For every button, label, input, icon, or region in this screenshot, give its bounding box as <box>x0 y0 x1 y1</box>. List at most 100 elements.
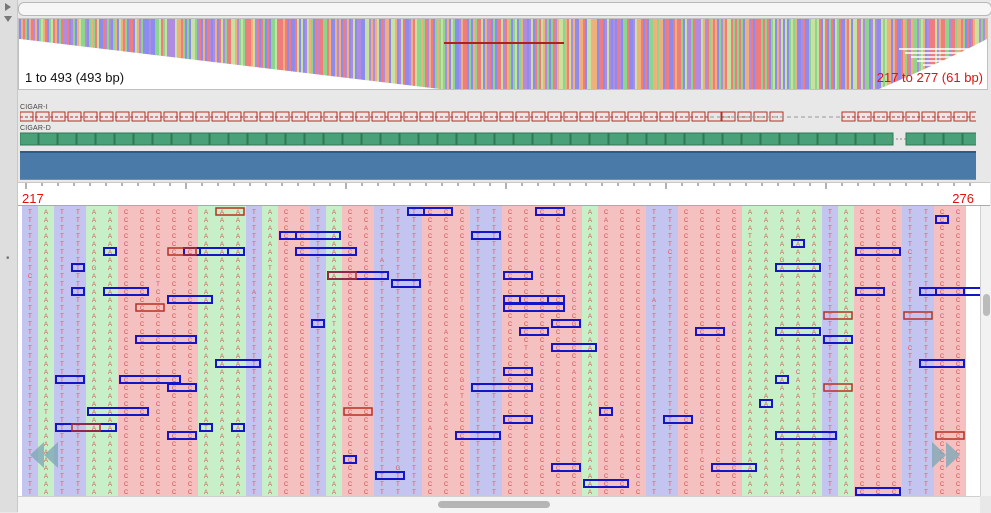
svg-text:T: T <box>476 426 480 432</box>
vertical-scrollbar[interactable] <box>980 206 991 496</box>
svg-text:A: A <box>748 314 752 320</box>
svg-text:C: C <box>188 474 193 480</box>
svg-text:C: C <box>172 402 177 408</box>
svg-text:C: C <box>604 466 609 472</box>
svg-text:T: T <box>316 442 320 448</box>
svg-text:C: C <box>284 298 289 304</box>
svg-text:T: T <box>908 290 912 296</box>
svg-text:T: T <box>476 378 480 384</box>
svg-text:C: C <box>140 386 145 392</box>
svg-text:C: C <box>444 386 449 392</box>
ruler-ticks <box>25 183 971 189</box>
svg-text:C: C <box>876 402 881 408</box>
svg-text:C: C <box>188 482 193 488</box>
svg-text:T: T <box>60 434 64 440</box>
svg-text:C: C <box>348 394 353 400</box>
svg-text:T: T <box>60 450 64 456</box>
svg-text:T: T <box>60 490 64 496</box>
horizontal-scroll-thumb[interactable] <box>438 501 550 508</box>
svg-text:A: A <box>268 418 272 424</box>
svg-text:C: C <box>508 258 513 264</box>
svg-text:C: C <box>140 282 145 288</box>
vertical-scroll-thumb[interactable] <box>983 294 990 316</box>
svg-text:A: A <box>44 370 48 376</box>
svg-text:C: C <box>460 442 465 448</box>
svg-text:C: C <box>700 258 705 264</box>
svg-text:C: C <box>364 234 369 240</box>
svg-text:T: T <box>492 322 496 328</box>
svg-text:T: T <box>396 298 400 304</box>
svg-text:C: C <box>604 314 609 320</box>
svg-text:A: A <box>780 466 784 472</box>
svg-text:A: A <box>92 490 96 496</box>
svg-text:T: T <box>492 330 496 336</box>
svg-text:C: C <box>460 250 465 256</box>
svg-text:C: C <box>540 442 545 448</box>
svg-text:A: A <box>268 354 272 360</box>
svg-text:C: C <box>732 226 737 232</box>
svg-text:A: A <box>588 210 592 216</box>
svg-text:A: A <box>332 226 336 232</box>
svg-text:T: T <box>476 282 480 288</box>
svg-text:C: C <box>604 338 609 344</box>
svg-text:C: C <box>364 330 369 336</box>
svg-text:C: C <box>732 466 737 472</box>
svg-text:T: T <box>396 306 400 312</box>
svg-text:C: C <box>524 394 529 400</box>
svg-text:A: A <box>220 482 224 488</box>
svg-text:C: C <box>284 250 289 256</box>
svg-text:A: A <box>812 402 816 408</box>
svg-text:A: A <box>844 362 848 368</box>
svg-text:G: G <box>572 322 577 328</box>
svg-text:C: C <box>860 386 865 392</box>
svg-text:A: A <box>796 322 800 328</box>
svg-text:C: C <box>556 490 561 496</box>
svg-text:T: T <box>908 242 912 248</box>
svg-text:C: C <box>172 314 177 320</box>
svg-text:C: C <box>716 410 721 416</box>
svg-text:T: T <box>924 410 928 416</box>
svg-text:C: C <box>876 394 881 400</box>
svg-text:C: C <box>348 258 353 264</box>
svg-text:T: T <box>476 482 480 488</box>
svg-text:A: A <box>204 386 208 392</box>
svg-text:C: C <box>444 250 449 256</box>
svg-text:T: T <box>60 378 64 384</box>
svg-text:A: A <box>204 410 208 416</box>
svg-text:C: C <box>684 306 689 312</box>
svg-text:A: A <box>220 410 224 416</box>
svg-text:T: T <box>28 234 32 240</box>
svg-text:C: C <box>940 322 945 328</box>
svg-text:C: C <box>684 490 689 496</box>
svg-text:C: C <box>172 210 177 216</box>
svg-text:C: C <box>956 234 961 240</box>
svg-text:T: T <box>76 482 80 488</box>
svg-text:T: T <box>668 210 672 216</box>
overview-panel[interactable]: 1 to 493 (493 bp) 217 to 277 (61 bp) <box>18 18 988 90</box>
svg-text:A: A <box>796 314 800 320</box>
svg-text:A: A <box>588 330 592 336</box>
svg-text:A: A <box>108 226 112 232</box>
double-chevron-left-icon[interactable] <box>26 438 60 472</box>
svg-text:C: C <box>300 482 305 488</box>
svg-text:T: T <box>476 362 480 368</box>
svg-text:C: C <box>172 322 177 328</box>
svg-text:C: C <box>124 234 129 240</box>
svg-text:C: C <box>572 250 577 256</box>
svg-text:A: A <box>588 298 592 304</box>
svg-text:T: T <box>156 282 160 288</box>
svg-text:C: C <box>732 314 737 320</box>
svg-text:C: C <box>124 290 129 296</box>
collapse-triangle-icon[interactable] <box>4 16 12 22</box>
svg-text:C: C <box>684 378 689 384</box>
svg-text:T: T <box>76 410 80 416</box>
svg-text:A: A <box>780 322 784 328</box>
svg-text:A: A <box>796 210 800 216</box>
svg-text:T: T <box>652 210 656 216</box>
expand-triangle-icon[interactable] <box>5 3 11 11</box>
svg-text:C: C <box>172 234 177 240</box>
horizontal-scrollbar[interactable] <box>18 496 980 513</box>
svg-text:A: A <box>780 306 784 312</box>
double-chevron-right-icon[interactable] <box>930 438 964 472</box>
